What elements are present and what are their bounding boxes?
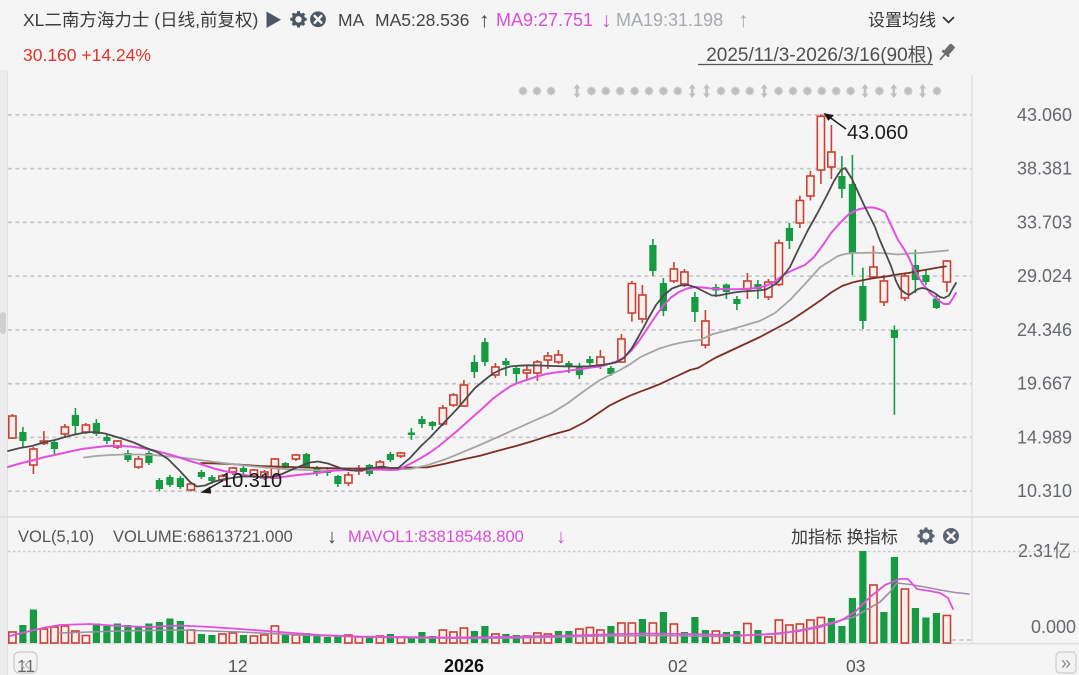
svg-text:12: 12 — [228, 656, 247, 675]
svg-text:↑: ↑ — [738, 9, 749, 32]
svg-text:2025/11/3-2026/3/16(90根): 2025/11/3-2026/3/16(90根) — [706, 44, 933, 66]
svg-text:↓: ↓ — [556, 526, 566, 548]
svg-text:19.667: 19.667 — [1017, 374, 1072, 394]
svg-text:03: 03 — [846, 656, 865, 675]
svg-text:MA: MA — [338, 10, 365, 30]
svg-text:↓: ↓ — [327, 526, 337, 548]
svg-text:29.024: 29.024 — [1017, 266, 1072, 286]
svg-text:10.310: 10.310 — [221, 470, 282, 492]
svg-text:38.381: 38.381 — [1017, 159, 1072, 179]
svg-text:设置均线: 设置均线 — [868, 11, 936, 30]
svg-text:0.000: 0.000 — [1031, 617, 1076, 637]
svg-text:MA9:27.751: MA9:27.751 — [496, 10, 593, 30]
svg-text:14.989: 14.989 — [1017, 427, 1072, 447]
svg-text:»: » — [1061, 653, 1071, 673]
svg-text:2026: 2026 — [444, 656, 484, 675]
svg-text:XL二南方海力士 (日线,前复权): XL二南方海力士 (日线,前复权) — [23, 10, 258, 30]
svg-text:2.31亿: 2.31亿 — [1018, 541, 1071, 561]
svg-text:加指标 换指标: 加指标 换指标 — [791, 528, 898, 547]
svg-text:43.060: 43.060 — [1017, 105, 1072, 125]
svg-text:43.060: 43.060 — [847, 122, 908, 144]
svg-text:10.310: 10.310 — [1017, 481, 1072, 501]
svg-text:24.346: 24.346 — [1017, 320, 1072, 340]
svg-text:«: « — [20, 654, 30, 674]
svg-text:11: 11 — [17, 656, 35, 675]
svg-text:VOL(5,10): VOL(5,10) — [18, 528, 94, 546]
svg-text:VOLUME:68613721.000: VOLUME:68613721.000 — [113, 528, 293, 546]
svg-text:MA19:31.198: MA19:31.198 — [616, 10, 723, 30]
svg-text:MA5:28.536: MA5:28.536 — [375, 10, 469, 30]
svg-text:30.160 +14.24%: 30.160 +14.24% — [23, 45, 151, 65]
svg-text:02: 02 — [668, 656, 687, 675]
svg-text:33.703: 33.703 — [1017, 212, 1072, 232]
svg-text:MAVOL1:83818548.800: MAVOL1:83818548.800 — [348, 528, 524, 546]
svg-text:↓: ↓ — [601, 9, 612, 32]
svg-text:↑: ↑ — [479, 9, 490, 32]
